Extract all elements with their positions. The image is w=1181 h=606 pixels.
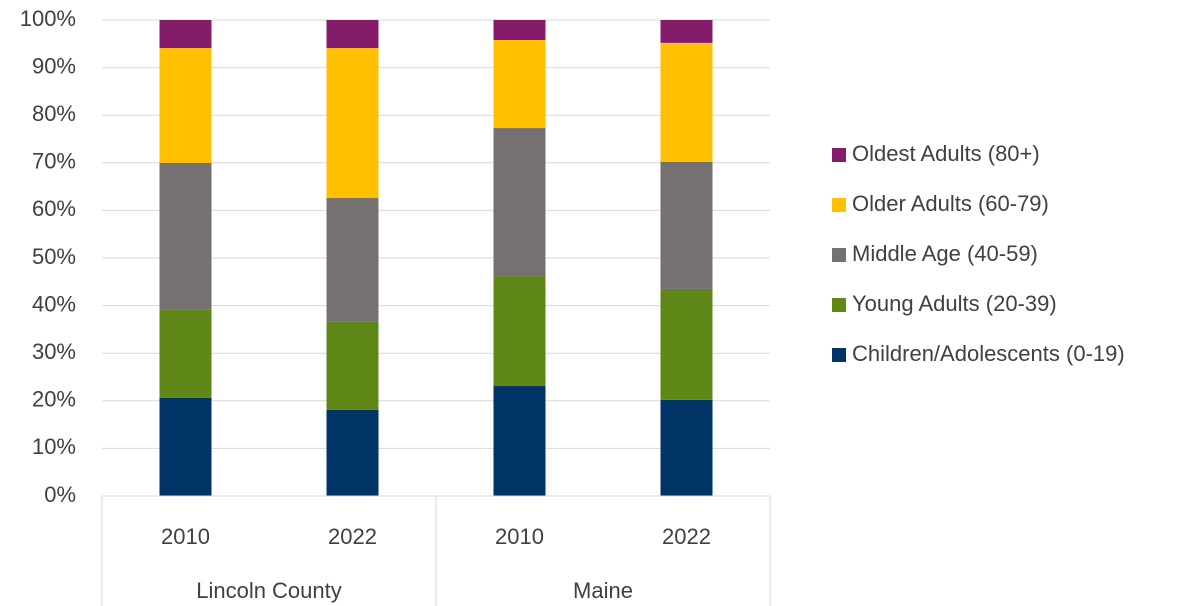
y-tick-label: 30%	[32, 339, 76, 364]
legend-label: Oldest Adults (80+)	[852, 141, 1040, 166]
y-tick-label: 40%	[32, 291, 76, 316]
bar-segment	[660, 399, 713, 496]
y-tick-label: 20%	[32, 387, 76, 412]
group-label: Lincoln County	[196, 578, 342, 603]
bar-segment	[326, 321, 379, 410]
legend-label: Older Adults (60-79)	[852, 191, 1049, 216]
x-tick-label: 2010	[495, 524, 544, 549]
bar-segment	[326, 48, 379, 199]
bar-segment	[493, 386, 546, 496]
x-tick-label: 2010	[161, 524, 210, 549]
legend-label: Children/Adolescents (0-19)	[852, 341, 1125, 366]
legend-label: Young Adults (20-39)	[852, 291, 1057, 316]
group-label: Maine	[573, 578, 633, 603]
x-tick-label: 2022	[662, 524, 711, 549]
y-tick-label: 50%	[32, 244, 76, 269]
bar-segment	[159, 309, 212, 398]
y-tick-label: 80%	[32, 101, 76, 126]
y-tick-label: 60%	[32, 196, 76, 221]
bar-segment	[493, 276, 546, 387]
bar-segment	[159, 48, 212, 163]
bar-segment	[326, 409, 379, 496]
bar-segment	[326, 198, 379, 322]
bar-segment	[493, 20, 546, 40]
legend-swatch	[832, 248, 846, 262]
y-tick-label: 10%	[32, 434, 76, 459]
bar-segment	[159, 162, 212, 310]
legend-swatch	[832, 298, 846, 312]
bar-segment	[660, 42, 713, 162]
y-tick-label: 0%	[44, 482, 76, 507]
legend-swatch	[832, 148, 846, 162]
legend-swatch	[832, 198, 846, 212]
y-tick-label: 90%	[32, 53, 76, 78]
bar-segment	[660, 288, 713, 400]
bar-segment	[159, 20, 212, 49]
y-tick-label: 100%	[20, 6, 76, 31]
x-tick-label: 2022	[328, 524, 377, 549]
legend-label: Middle Age (40-59)	[852, 241, 1038, 266]
legend-swatch	[832, 348, 846, 362]
bar-segment	[660, 161, 713, 289]
bar-segment	[660, 20, 713, 43]
bar-segment	[493, 39, 546, 129]
bar-segment	[326, 20, 379, 49]
bar-segment	[159, 397, 212, 496]
y-tick-label: 70%	[32, 149, 76, 174]
bar-segment	[493, 128, 546, 277]
